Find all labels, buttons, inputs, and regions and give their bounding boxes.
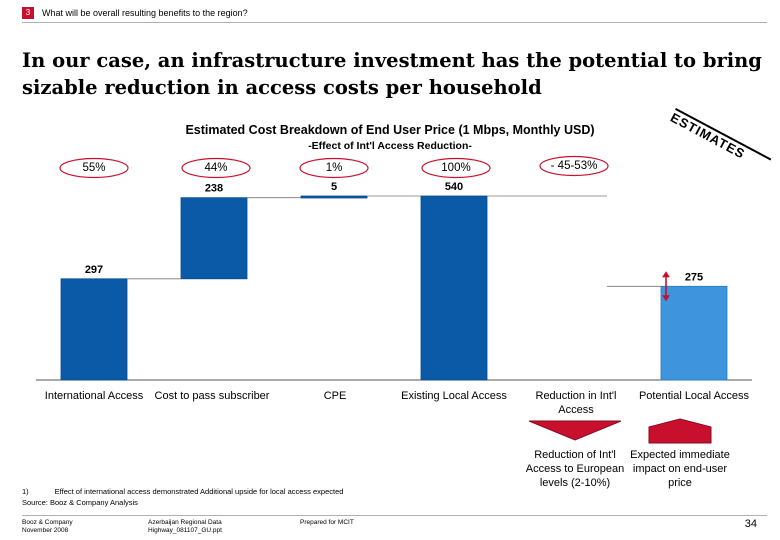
value-label-cpe: 5: [331, 181, 337, 193]
category-label-pass-subscriber: Cost to pass subscriber: [154, 390, 270, 402]
percent-label: 55%: [82, 162, 106, 174]
chart-subtitle: -Effect of Int'l Access Reduction-: [308, 140, 472, 152]
percent-oval-pass-subscriber: 44%: [180, 157, 252, 179]
bar-0: [60, 278, 128, 381]
bar-1: [180, 197, 248, 280]
percent-label: 44%: [204, 162, 228, 174]
percent-oval-cpe: 1%: [298, 157, 370, 179]
footnote: 1) Effect of international access demonst…: [22, 487, 344, 496]
percent-oval-international: 55%: [58, 157, 130, 179]
value-label-existing-local: 540: [445, 181, 463, 193]
category-label-reduction: Reduction in Int'l Access: [535, 390, 617, 416]
footer-prepared: Prepared for MCIT: [300, 519, 354, 526]
percent-oval-reduction: - 45-53%: [538, 155, 610, 177]
reduction-note: Reduction of Int'l Access to European le…: [525, 449, 625, 489]
value-label-international: 297: [85, 264, 103, 276]
footer-project: Azerbaijan Regional Data Highway_081107_G…: [148, 519, 222, 534]
bar-2: [300, 195, 368, 199]
category-label-cpe: CPE: [323, 390, 347, 402]
percent-oval-existing-local: 100%: [420, 157, 492, 179]
page-number: 34: [744, 518, 757, 530]
page-headline: In our case, an infrastructure investmen…: [22, 49, 762, 99]
category-label-potential-local: Potential Local Access: [638, 390, 750, 402]
impact-note: Expected immediate impact on end-user pr…: [630, 449, 730, 489]
percent-label: - 45-53%: [550, 160, 598, 172]
category-label-international: International Access: [44, 390, 144, 402]
category-label-existing-local: Existing Local Access: [401, 390, 507, 402]
arrow-head-down: [662, 295, 670, 302]
footer-company: Booz & Company November 2008: [22, 519, 73, 534]
percent-label: 100%: [441, 162, 471, 174]
waterfall-chart: 297 238 5 540 275: [36, 181, 752, 381]
value-label-potential-local: 275: [685, 271, 703, 283]
impact-arrow-icon: [648, 418, 712, 444]
section-number-badge: 3: [22, 7, 34, 19]
chart-title: Estimated Cost Breakdown of End User Pri…: [185, 123, 595, 137]
footer-divider: [22, 515, 767, 516]
arrow-head-up: [662, 271, 670, 278]
top-bar: 3 What will be overall resulting benefit…: [22, 4, 767, 23]
percent-label: 1%: [325, 162, 343, 174]
estimates-stamp: ESTIMATES: [660, 108, 772, 187]
bar-3: [420, 195, 488, 381]
value-label-pass-subscriber: 238: [205, 183, 223, 195]
reduction-arrow-icon: [528, 420, 622, 441]
section-title: What will be overall resulting benefits …: [42, 8, 248, 18]
source-line: Source: Booz & Company Analysis: [22, 498, 138, 507]
bar-5: [660, 285, 728, 381]
